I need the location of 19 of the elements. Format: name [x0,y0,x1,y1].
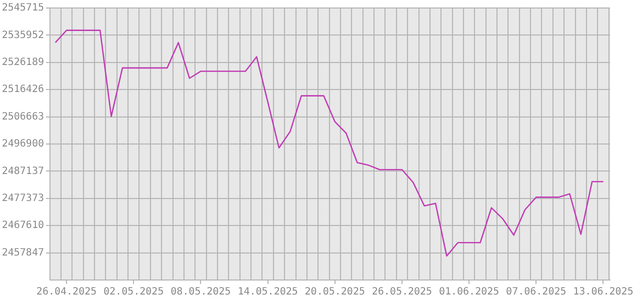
y-tick-label: 2545715 [2,2,44,14]
y-tick-label: 2516426 [2,84,44,96]
x-tick-label: 13.06.2025 [573,286,634,298]
x-tick-label: 07.06.2025 [506,286,566,298]
x-tick-label: 26.04.2025 [36,286,97,298]
x-tick-label: 26.05.2025 [372,286,432,298]
x-tick-label: 02.05.2025 [104,286,164,298]
x-tick-label: 20.05.2025 [304,286,365,298]
y-tick-label: 2457847 [2,247,44,258]
y-tick-label: 2506663 [2,111,44,122]
y-tick-label: 2496900 [2,138,44,150]
y-tick-label: 2526189 [2,56,44,68]
x-tick-label: 01.06.2025 [438,286,500,298]
y-tick-label: 2535952 [2,30,44,41]
x-tick-label: 08.05.2025 [170,286,231,298]
x-tick-label: 14.05.2025 [238,286,298,298]
y-tick-label: 2477373 [2,192,44,204]
y-tick-label: 2487137 [2,166,44,177]
y-tick-label: 2467610 [2,220,44,232]
